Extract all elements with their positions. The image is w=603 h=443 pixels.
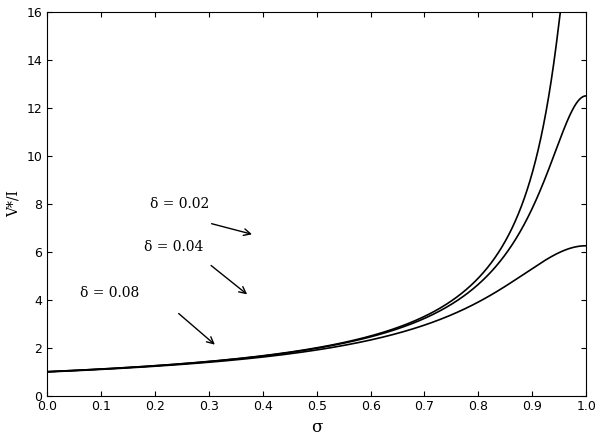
X-axis label: σ: σ [311, 419, 323, 436]
Text: δ = 0.04: δ = 0.04 [144, 240, 204, 254]
Text: δ = 0.02: δ = 0.02 [150, 197, 209, 211]
Text: δ = 0.08: δ = 0.08 [80, 286, 139, 299]
Y-axis label: V*/I: V*/I [7, 190, 21, 217]
